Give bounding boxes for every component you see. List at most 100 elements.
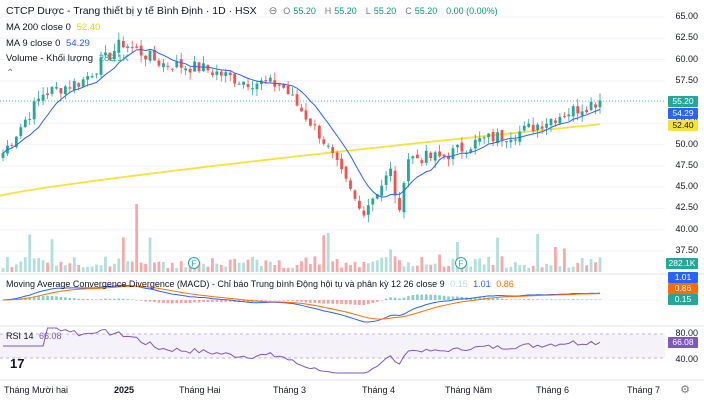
volume-bar (81, 267, 85, 272)
candle-body (19, 127, 23, 137)
macd-pane (0, 284, 665, 323)
candle-body (438, 151, 442, 157)
volume-bar (286, 267, 290, 272)
legend-ma9[interactable]: MA 9 close 0 54.29 (6, 38, 93, 50)
tradingview-logo-icon[interactable]: 17 (10, 356, 25, 371)
ohlc-open: O 55.20 (283, 6, 319, 16)
gear-icon[interactable]: ⚙ (680, 384, 690, 396)
candle-body (139, 45, 143, 56)
macd-hist-bar (505, 299, 508, 300)
volume-bar (589, 258, 593, 272)
volume-bar (1, 267, 5, 272)
legend-rsi[interactable]: RSI 14 66.08 (6, 330, 65, 342)
volume-bar (242, 262, 245, 272)
candle-body (496, 132, 499, 144)
volume-bar (464, 263, 468, 272)
candle-body (237, 83, 241, 85)
volume-bar (72, 257, 76, 272)
candle-body (509, 139, 513, 143)
price-axis-label: 62.50 (675, 32, 698, 43)
macd-signal-tag: 0.86 (668, 283, 698, 294)
eye-icon[interactable]: ⊖ (268, 5, 278, 17)
volume-bar (148, 237, 152, 272)
candle-body (295, 94, 299, 106)
macd-hist-bar (349, 300, 352, 305)
volume-bar (130, 261, 134, 272)
candle-body (500, 130, 504, 141)
legend-macd[interactable]: Moving Average Convergence Divergence (M… (6, 278, 517, 290)
volume-bar (300, 261, 303, 272)
candle-body (126, 46, 130, 49)
macd-hist-bar (153, 300, 156, 303)
macd-hist-bar (558, 299, 562, 300)
volume-bar (295, 264, 299, 272)
volume-bar (246, 259, 250, 272)
macd-line-tag: 1.01 (668, 272, 698, 283)
volume-bar (545, 263, 548, 272)
macd-hist-bar (447, 296, 450, 300)
candle-body (175, 61, 179, 68)
volume-bar (175, 267, 179, 272)
legend-ma200-name: MA 200 close 0 (6, 22, 71, 33)
macd-hist-bar (514, 299, 517, 301)
candle-body (233, 73, 237, 84)
candle-body (300, 107, 303, 112)
candle-body (429, 152, 433, 158)
macd-hist-bar (170, 300, 174, 304)
volume-bar (375, 260, 379, 272)
candle-body (210, 72, 214, 75)
macd-hist-bar (563, 299, 566, 300)
macd-hist-bar (540, 299, 544, 300)
rsi-band (0, 334, 665, 358)
macd-hist-bar (264, 300, 268, 301)
legend-ma200[interactable]: MA 200 close 0 52.40 (6, 22, 103, 34)
volume-bar (473, 259, 477, 272)
volume-bar (522, 265, 526, 272)
volume-bar (153, 262, 156, 272)
macd-hist-bar (371, 300, 375, 303)
ma9-line (2, 48, 601, 198)
symbol-title[interactable]: CTCP Dược - Trang thiết bị y tế Bình Địn… (6, 5, 257, 17)
event-marker-2[interactable] (455, 257, 467, 269)
chevron-up-icon[interactable]: ⌃ (6, 68, 15, 79)
macd-hist-bar (215, 300, 219, 302)
ma9-tag: 54.29 (668, 108, 698, 119)
macd-hist-bar (197, 300, 201, 303)
volume-bar (264, 260, 268, 272)
volume-bar (340, 267, 343, 272)
macd-hist-bar (456, 296, 459, 300)
volume-bar (112, 263, 116, 272)
volume-bar (326, 232, 330, 272)
volume-bar (63, 265, 67, 272)
volume-bar (255, 259, 259, 272)
volume-bar (554, 246, 557, 272)
volume-bar (384, 257, 388, 272)
candle-body (580, 111, 584, 116)
candle-body (10, 144, 14, 146)
ohlc-close: C 55.20 (405, 6, 440, 16)
candle-body (366, 205, 370, 215)
candle-body (344, 166, 348, 179)
volume-bar (402, 266, 406, 272)
macd-hist-bar (28, 297, 32, 300)
event-marker-1[interactable] (188, 257, 200, 269)
time-label-jul: Tháng 7 (627, 385, 661, 395)
macd-hist-bar (99, 298, 103, 300)
macd-hist-bar (389, 297, 392, 300)
legend-collapse[interactable]: ⌃ (6, 68, 17, 80)
macd-hist-bar (331, 300, 334, 304)
volume-bar (291, 267, 294, 272)
ma200-series (0, 123, 601, 197)
candle-body (335, 152, 339, 161)
candle-body (184, 68, 188, 71)
candle-body (41, 94, 45, 101)
legend-volume[interactable]: Volume - Khối lượng 282.1K (6, 53, 132, 65)
volume-bar (161, 262, 165, 272)
ma200-tag: 52.40 (668, 120, 698, 131)
candle-body (28, 118, 32, 120)
volume-bar (268, 261, 272, 272)
candle-body (251, 88, 254, 90)
ohlc-close-value: 55.20 (414, 6, 438, 16)
legend-ma9-value: 54.29 (66, 38, 90, 49)
